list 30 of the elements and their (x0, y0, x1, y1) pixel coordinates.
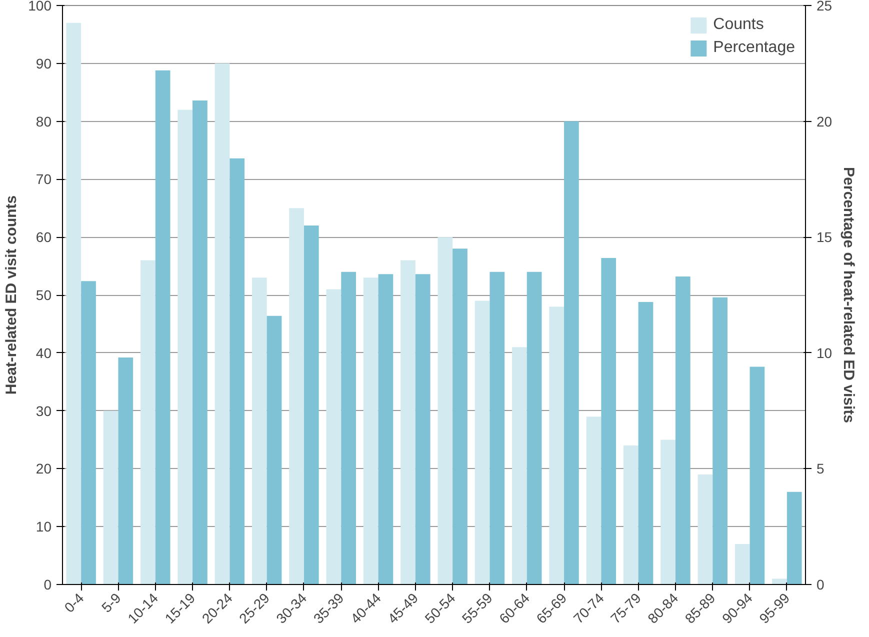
y2-tick-label: 20 (816, 113, 832, 130)
bar (712, 297, 728, 584)
y-tick-label: 70 (36, 171, 52, 188)
x-tick-label: 5-9 (98, 590, 124, 616)
bar (772, 578, 787, 584)
bar (638, 302, 654, 584)
y-tick-label: 50 (36, 287, 52, 303)
bar (750, 366, 765, 584)
y2-tick-label: 0 (816, 576, 824, 592)
y-tick-label: 20 (36, 460, 52, 477)
bar (786, 492, 802, 584)
y-tick-label: 10 (36, 518, 52, 535)
y-tick-label: 80 (36, 113, 52, 130)
y2-tick-label: 25 (816, 0, 832, 14)
legend-label: Counts (713, 16, 764, 34)
y-axis-title: Heat-related ED visit counts (3, 195, 20, 395)
legend-label: Percentage (713, 39, 795, 57)
y-tick-label: 90 (36, 55, 52, 72)
y2-tick-label: 5 (816, 460, 824, 477)
y2-tick-label: 10 (816, 344, 832, 361)
bar (675, 276, 690, 584)
y-tick-label: 40 (36, 344, 52, 361)
y-tick-label: 100 (28, 0, 52, 14)
bar (734, 544, 750, 584)
y2-tick-label: 15 (816, 229, 832, 246)
x-tick-label: 0-4 (61, 590, 87, 616)
y-tick-label: 0 (44, 576, 52, 592)
y-tick-label: 30 (36, 402, 52, 419)
y-tick-label: 60 (36, 229, 52, 246)
y2-axis-title: Percentage of heat-related ED visits (840, 167, 858, 423)
